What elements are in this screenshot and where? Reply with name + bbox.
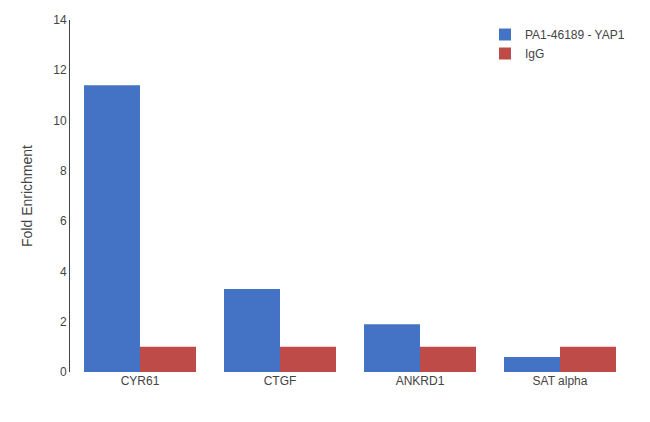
svg-text:4: 4 — [60, 265, 67, 279]
svg-text:CYR61: CYR61 — [121, 374, 160, 388]
svg-text:CTGF: CTGF — [264, 374, 297, 388]
svg-text:IgG: IgG — [525, 47, 544, 61]
svg-text:10: 10 — [53, 114, 67, 128]
svg-text:PA1-46189 - YAP1: PA1-46189 - YAP1 — [525, 28, 625, 42]
svg-text:14: 14 — [53, 13, 67, 27]
svg-text:12: 12 — [53, 63, 67, 77]
svg-text:8: 8 — [60, 164, 67, 178]
svg-text:SAT alpha: SAT alpha — [533, 374, 588, 388]
svg-text:0: 0 — [60, 365, 67, 379]
svg-text:Fold Enrichment: Fold Enrichment — [19, 145, 35, 247]
svg-text:6: 6 — [60, 214, 67, 228]
svg-text:ANKRD1: ANKRD1 — [396, 374, 445, 388]
svg-text:2: 2 — [60, 315, 67, 329]
